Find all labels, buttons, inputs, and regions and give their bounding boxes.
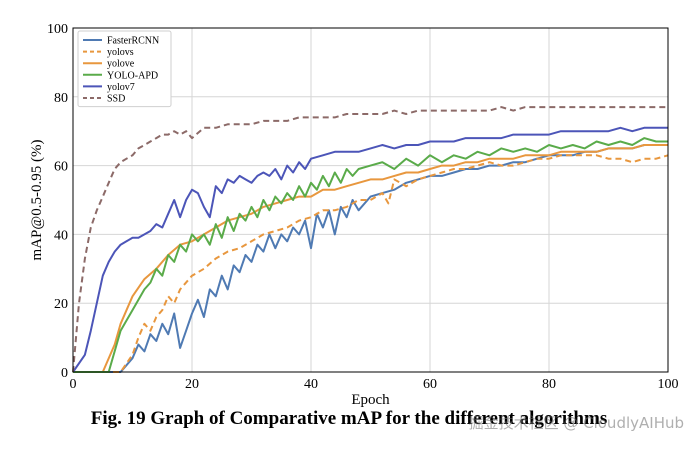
series-line-ssd	[72, 106, 668, 373]
series-line-yolov7	[72, 126, 668, 373]
legend-entry-label: yolovs	[107, 47, 134, 58]
series-line-fasterrcnn	[73, 144, 668, 373]
series-line-yolove	[73, 144, 668, 373]
series-line-yolovs	[73, 154, 669, 373]
y-tick-label: 80	[54, 91, 68, 106]
x-tick-label: 0	[70, 377, 77, 392]
legend-entry-label: SSD	[107, 94, 125, 105]
x-tick-label: 100	[658, 377, 679, 392]
legend-entry-label: yolove	[107, 59, 135, 70]
legend-entry-label: FasterRCNN	[107, 36, 159, 47]
x-axis-label: Epoch	[351, 392, 390, 408]
x-tick-label: 40	[304, 377, 318, 392]
y-tick-label: 40	[54, 228, 68, 243]
x-tick-label: 60	[423, 377, 437, 392]
series-line-yolo-apd	[73, 137, 668, 373]
legend-box	[77, 30, 172, 108]
watermark-text: 掘金技术社区 @ CloudlyAIHub	[468, 414, 684, 432]
y-axis-label: mAP@0.5-0.95 (%)	[29, 140, 45, 261]
series-lines	[72, 106, 669, 373]
legend-entry-label: yolov7	[107, 82, 135, 93]
figure-caption: Fig. 19 Graph of Comparative mAP for the…	[90, 408, 608, 429]
plot-frame	[72, 27, 669, 373]
x-tick-label: 80	[542, 377, 556, 392]
y-tick-label: 100	[47, 22, 68, 37]
y-tick-label: 20	[54, 297, 68, 312]
legend-entry-label: YOLO-APD	[107, 70, 158, 81]
y-tick-label: 0	[61, 366, 68, 381]
x-tick-label: 20	[185, 377, 199, 392]
y-tick-label: 60	[54, 160, 68, 175]
axis-ticks: 0 20 40 60 80 100 0 20 40 60 80 100	[47, 22, 679, 392]
